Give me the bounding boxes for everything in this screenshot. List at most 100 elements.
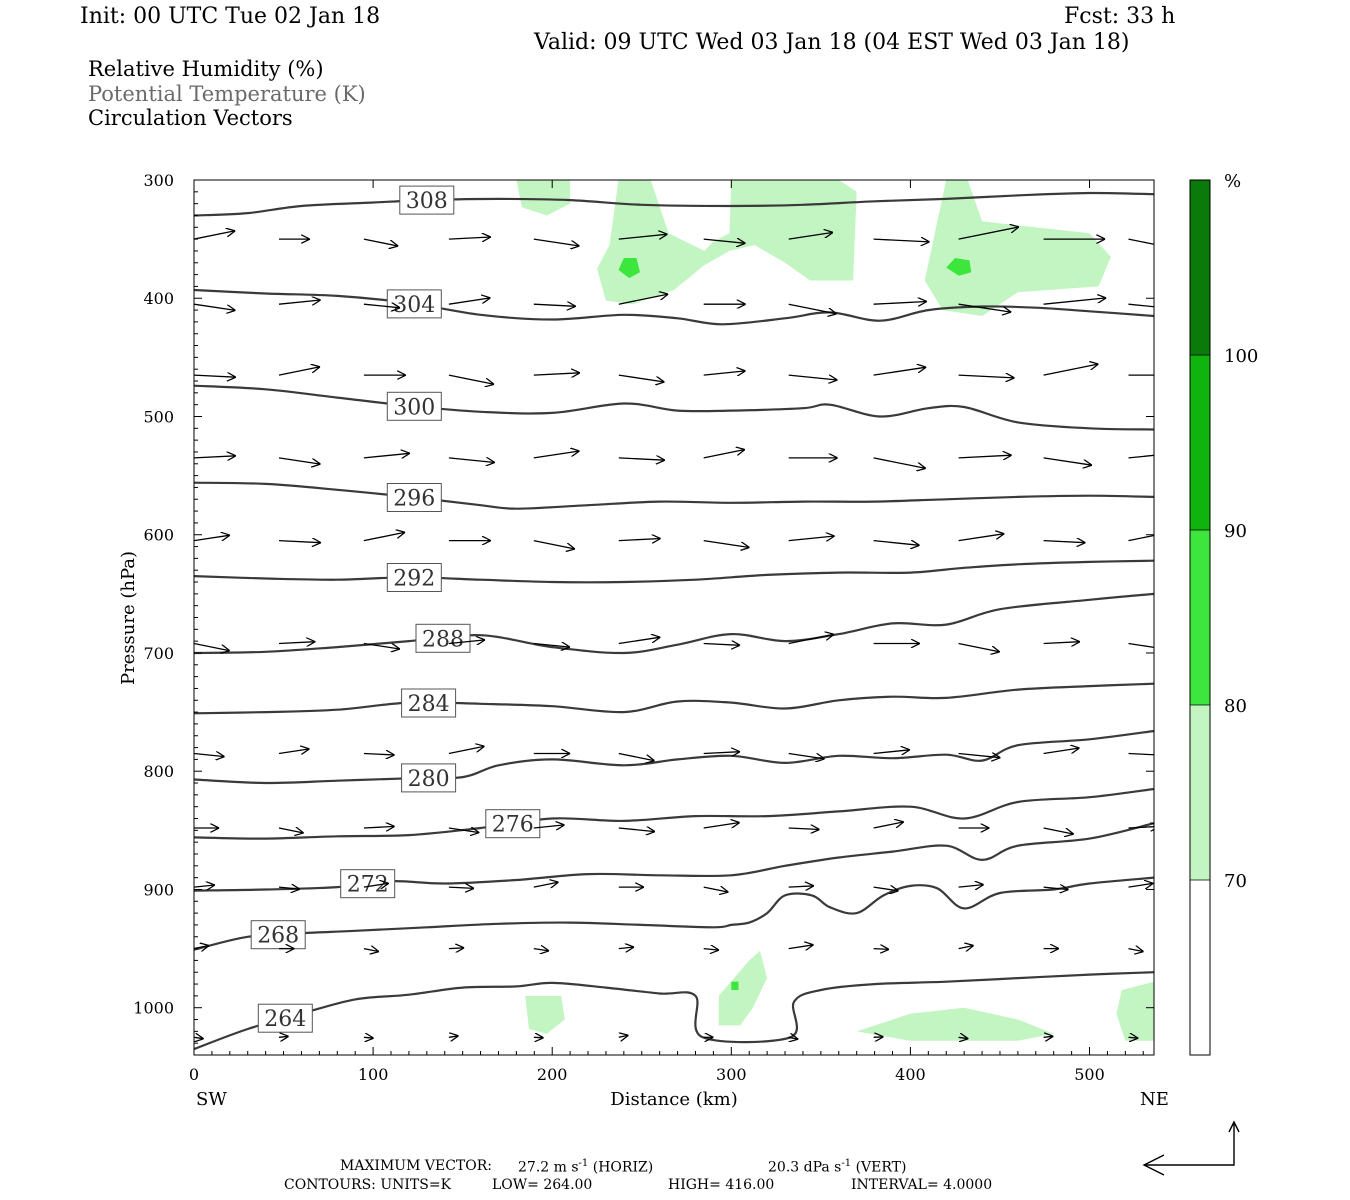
circulation-vector [363, 642, 400, 650]
isentrope-292 [194, 559, 1154, 584]
circulation-vector [278, 1036, 289, 1037]
contour-label-288: 288 [422, 627, 464, 652]
circulation-vector [618, 234, 668, 240]
circulation-vector [788, 886, 814, 887]
circulation-vector [1128, 752, 1154, 756]
colorbar-label: 70 [1224, 871, 1247, 892]
circulation-vector [194, 642, 230, 651]
y-tick-label: 900 [143, 880, 174, 899]
max-vector-label: MAXIMUM VECTOR: [340, 1158, 492, 1174]
x-right-label: NE [1140, 1089, 1169, 1110]
circulation-vector [958, 946, 974, 949]
circulation-vector [1043, 541, 1086, 543]
circulation-vector [278, 828, 304, 833]
colorbar-segment [1190, 880, 1210, 1055]
circulation-vector [1128, 883, 1154, 887]
rh-region-70-2 [924, 180, 1111, 316]
y-tick-label: 1000 [133, 999, 174, 1018]
isentrope-288 [194, 592, 1154, 655]
circulation-vector [788, 374, 838, 380]
circulation-vector [703, 887, 729, 892]
circulation-vector [873, 367, 927, 376]
isentrope-268 [194, 876, 1154, 951]
contour-label-272: 272 [347, 873, 389, 898]
circulation-vector [1043, 1036, 1054, 1037]
circulation-vector [958, 642, 1000, 652]
circulation-vector [1128, 303, 1154, 308]
circulation-vector [363, 1037, 374, 1038]
contour-label-box [401, 688, 457, 718]
rh-region-70-6 [718, 950, 768, 1026]
contour-label-box [250, 920, 306, 950]
circulation-vector [278, 300, 321, 304]
circulation-vector [788, 945, 814, 949]
isentrope-304 [194, 288, 1154, 326]
circulation-vector [958, 754, 1001, 758]
colorbar-label: 90 [1224, 521, 1247, 542]
contours-interval: INTERVAL= 4.0000 [851, 1177, 993, 1193]
isentrope-296 [194, 481, 1154, 510]
circulation-vector [873, 239, 930, 242]
circulation-vector [278, 642, 315, 644]
circulation-vector [618, 458, 665, 460]
circulation-vector [194, 535, 230, 542]
circulation-vector [1128, 949, 1144, 952]
legend-rh: Relative Humidity (%) [88, 57, 324, 81]
vert-exp: -1 [841, 1158, 852, 1169]
contour-label-276: 276 [492, 813, 534, 838]
circulation-vector [533, 949, 549, 951]
circulation-vector [873, 949, 889, 950]
colorbar-segment [1190, 180, 1210, 355]
circulation-vector [958, 455, 1012, 458]
rh-region-80-4 [946, 258, 972, 276]
reference-vector-icon [1142, 1120, 1240, 1176]
horiz-value: 27.2 m s [518, 1159, 579, 1176]
y-tick-label: 500 [143, 407, 174, 426]
y-axis-label: Pressure (hPa) [118, 551, 139, 685]
circulation-vector [1043, 642, 1080, 644]
circulation-vector [788, 752, 825, 759]
plot-frame [193, 179, 1155, 1056]
circulation-vector [363, 949, 379, 952]
circulation-vector [194, 231, 235, 240]
contour-label-268: 268 [257, 924, 299, 949]
x-left-label: SW [196, 1089, 227, 1110]
legend-vectors: Circulation Vectors [88, 106, 293, 130]
circulation-vector [958, 375, 1015, 378]
contour-label-292: 292 [393, 567, 435, 592]
circulation-vector [363, 453, 410, 458]
circulation-vector [873, 822, 904, 829]
circulation-vector [194, 375, 236, 377]
circulation-vector [448, 746, 485, 755]
circulation-vector [448, 458, 495, 463]
circulation-vector [533, 825, 565, 828]
circulation-vector [788, 536, 835, 541]
legend-theta: Potential Temperature (K) [88, 82, 366, 106]
contour-label-280: 280 [408, 767, 450, 792]
contour-label-304: 304 [393, 293, 435, 318]
circulation-vector [873, 887, 899, 891]
rh-region-70-0 [516, 180, 571, 216]
horiz-exp: -1 [578, 1158, 589, 1169]
circulation-vector [618, 539, 661, 541]
circulation-vector [1128, 534, 1154, 542]
circulation-vector [363, 238, 398, 246]
circulation-vector [533, 238, 580, 246]
circulation-vector [533, 539, 575, 549]
circulation-vector [448, 298, 491, 305]
rh-region-70-1 [597, 180, 857, 305]
isentrope-272 [194, 822, 1154, 892]
horiz-tag: (HORIZ) [592, 1159, 654, 1176]
circulation-vector [788, 232, 833, 240]
circulation-vector [873, 1037, 884, 1038]
contour-label-box [399, 185, 455, 215]
circulation-vector [194, 754, 225, 757]
valid-time: Valid: 09 UTC Wed 03 Jan 18 (04 EST Wed … [534, 30, 1130, 55]
circulation-vector [618, 1035, 629, 1037]
y-tick-label: 400 [143, 289, 174, 308]
circulation-vector [1128, 1037, 1139, 1038]
x-tick-label: 0 [189, 1065, 199, 1084]
circulation-vector [448, 374, 494, 384]
circulation-vector [873, 457, 926, 469]
